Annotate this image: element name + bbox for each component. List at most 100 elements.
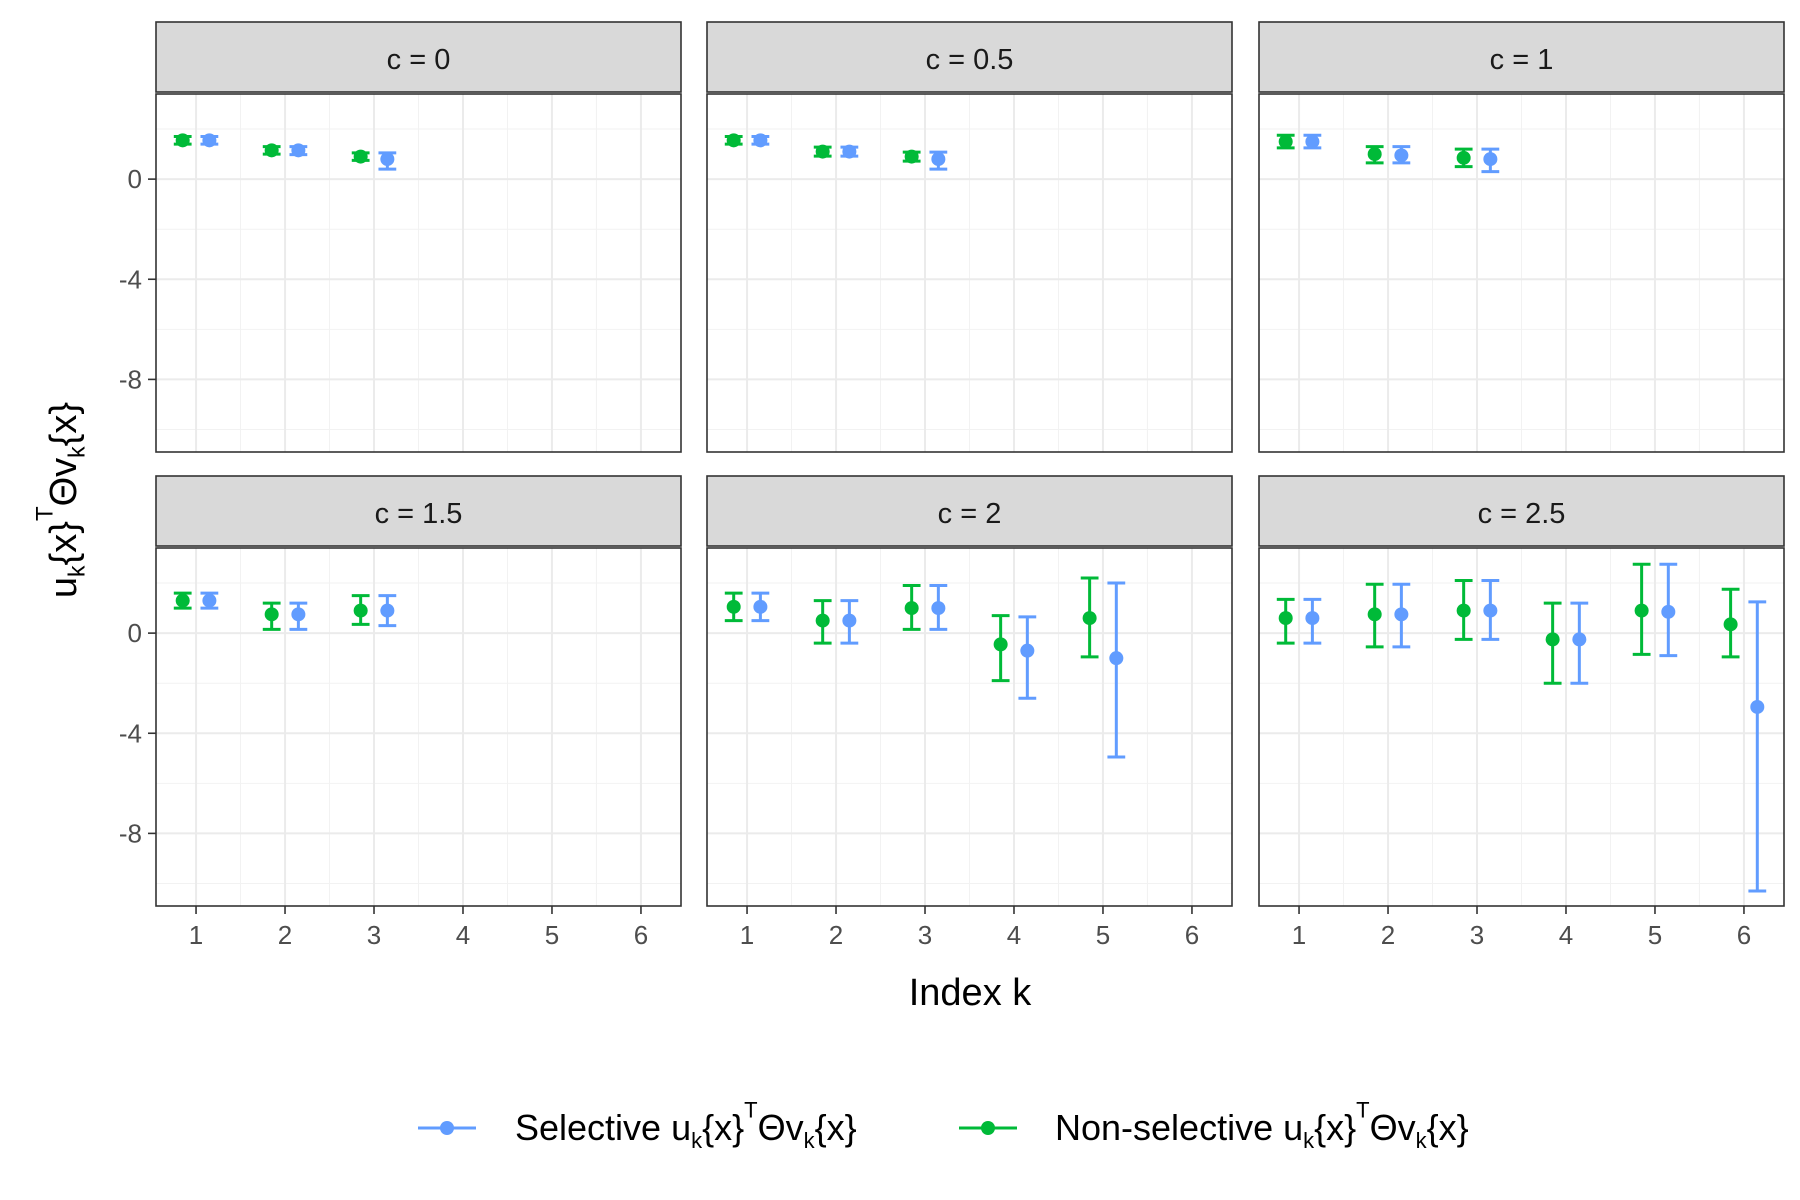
nonselective-point [1723,617,1738,632]
nonselective-point [904,149,919,164]
minor-grid [707,94,1232,452]
facet-strip-label: c = 0.5 [926,44,1014,76]
nonselective-point [1456,150,1471,165]
x-tick-label: 5 [545,920,559,950]
nonselective-series [1276,133,1473,169]
label-part: Θv [758,1107,804,1148]
selective-error-bar [1107,581,1126,759]
nonselective-series [1276,562,1740,685]
x-tick-label: 3 [367,920,381,950]
label-part: Θv [1370,1107,1416,1148]
nonselective-series [173,133,370,164]
nonselective-point [815,144,830,159]
x-tick-label: 5 [1096,920,1110,950]
label-part: T [1356,1098,1369,1123]
nonselective-point [175,593,190,608]
panels-layer: c = 0 0 -4 -8 c = 0.5 c = 1 c = 1.5 1 2 3 4 5 6 0 -4 -8… [119,21,1785,950]
selective-point [291,143,306,158]
label-part: {x} [43,402,85,446]
facet-panel: c = 1.5 1 2 3 4 5 6 0 -4 -8 [119,475,682,950]
facet-strip [706,475,1233,547]
selective-point [1020,643,1035,658]
x-tick-label: 2 [278,920,292,950]
nonselective-point [1367,607,1382,622]
selective-point [1661,604,1676,619]
legend: Selective uk{x}TΘvk{x} Non-selective uk{x… [418,1098,1469,1153]
nonselective-point [815,613,830,628]
label-part: u [43,577,85,598]
minor-grid [156,94,681,452]
y-tick-label: -8 [119,818,142,848]
minor-grid [1259,94,1784,452]
label-part: Non-selective u [1055,1107,1303,1148]
label-part: Θv [43,458,85,507]
panel-border [155,547,682,907]
facet-strip-label: c = 1.5 [375,498,463,530]
selective-point [842,144,857,159]
nonselective-point [993,637,1008,652]
label-part: Selective u [515,1107,691,1148]
selective-point [1483,603,1498,618]
major-grid [156,94,681,452]
nonselective-point [175,133,190,148]
x-tick-label: 2 [1381,920,1395,950]
label-part: T [31,506,58,521]
facet-strip [155,475,682,547]
label-part: {x} [815,1107,857,1148]
x-tick-label: 2 [829,920,843,950]
selective-series [751,581,1126,759]
selective-point [202,593,217,608]
nonselective-point [1278,134,1293,149]
y-axis-title: uk{x}TΘvk{x} [31,402,89,598]
selective-series [751,133,948,171]
y-tick-label: -4 [119,718,142,748]
legend-label: Selective uk{x}TΘvk{x} [515,1098,857,1153]
selective-point [1750,699,1765,714]
selective-point [1572,632,1587,647]
nonselective-point [1545,632,1560,647]
nonselective-point [726,133,741,148]
panel-border [706,547,1233,907]
nonselective-point [1456,603,1471,618]
selective-point [1394,607,1409,622]
selective-point [753,599,768,614]
label-part: k [804,1128,816,1153]
nonselective-point [904,601,919,616]
y-axis-title-group: uk{x}TΘvk{x} [31,402,89,598]
label-part: k [63,565,89,577]
label-part: {x} [1427,1107,1469,1148]
label-part: k [63,446,89,458]
selective-point [1109,651,1124,666]
selective-error-bar [1748,600,1767,893]
facet-panel: c = 2 1 2 3 4 5 6 [706,475,1233,950]
nonselective-point [353,149,368,164]
facet-strip-label: c = 1 [1490,44,1554,76]
panel-border [1258,547,1785,907]
legend-key-point [981,1121,995,1135]
selective-point [291,607,306,622]
selective-series [1303,133,1500,174]
x-tick-label: 4 [1559,920,1573,950]
x-axis-title: Index k [909,972,1033,1014]
label-part: k [1416,1128,1428,1153]
nonselective-point [1082,611,1097,626]
x-tick-label: 6 [1737,920,1751,950]
x-tick-label: 3 [1470,920,1484,950]
axis-layer: Index kuk{x}TΘvk{x} [31,402,1032,1014]
label-part: k [1303,1128,1315,1153]
nonselective-point [1367,147,1382,162]
selective-series [200,133,397,171]
minor-grid [1259,548,1784,906]
label-part: k [691,1128,703,1153]
selective-point [202,133,217,148]
x-tick-label: 4 [1007,920,1021,950]
nonselective-series [724,576,1099,683]
selective-point [1305,611,1320,626]
label-part: {x} [43,521,85,565]
y-tick-label: -8 [119,364,142,394]
facet-panel: c = 0.5 [706,21,1233,453]
legend-label: Non-selective uk{x}TΘvk{x} [1055,1098,1469,1153]
y-tick-label: -4 [119,264,142,294]
selective-point [1483,152,1498,167]
